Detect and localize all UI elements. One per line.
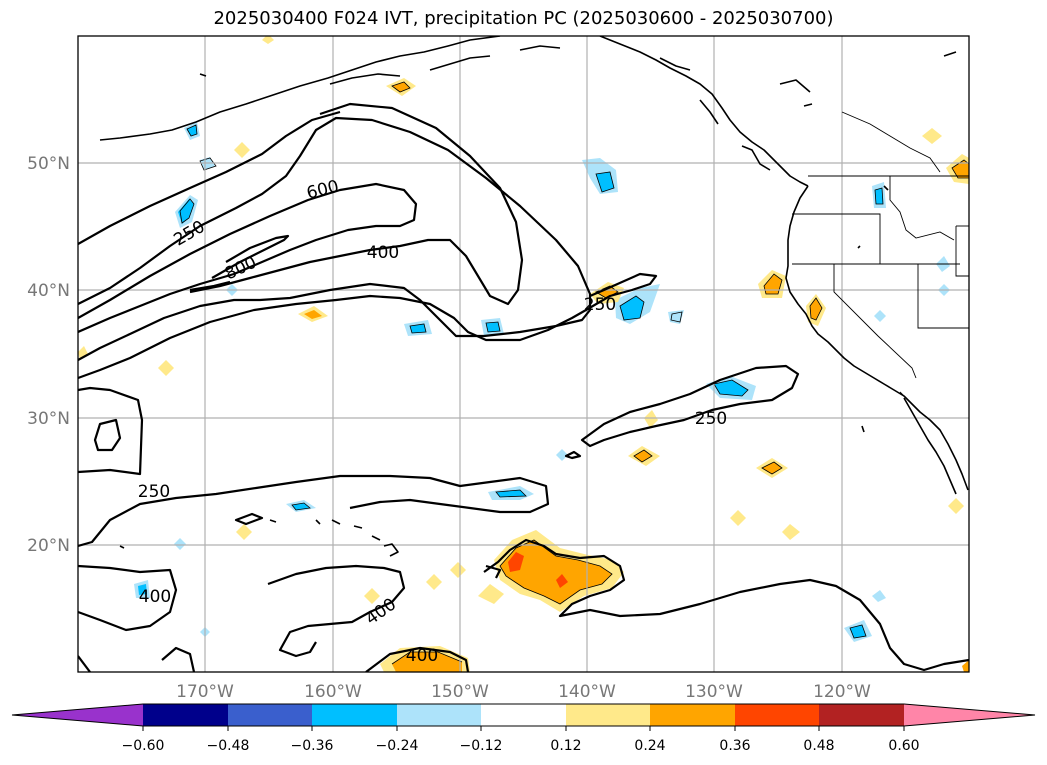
- state-borders: [792, 111, 969, 397]
- colorbar-tick-label: 0.60: [888, 738, 919, 754]
- latitude-labels: 50°N 40°N 30°N 20°N: [27, 154, 70, 556]
- colorbar-segment: [819, 704, 904, 726]
- coastlines: [99, 36, 969, 557]
- lat-label: 20°N: [27, 536, 70, 556]
- colorbar-tick-label: −0.60: [122, 738, 165, 754]
- precip-pos-area: [478, 584, 504, 604]
- contour-label: 400: [406, 646, 438, 666]
- ivt-contours: [78, 102, 969, 672]
- colorbar-extend-high: [904, 704, 1035, 726]
- lon-label: 130°W: [685, 682, 743, 702]
- precip-neg-area: [138, 584, 147, 595]
- precip-neg-area: [486, 322, 500, 332]
- precip-outlines: [179, 81, 969, 665]
- precip-pos-area: [556, 574, 568, 588]
- lat-label: 40°N: [27, 281, 70, 301]
- precip-neg-area: [872, 590, 886, 602]
- colorbar-tick-label: −0.36: [291, 738, 334, 754]
- precip-pos-area: [644, 410, 658, 428]
- colorbar-tick-label: −0.12: [460, 738, 503, 754]
- colorbar-tick-label: −0.24: [376, 738, 419, 754]
- contour-label: 400: [139, 587, 171, 607]
- colorbar-tick-label: 0.12: [550, 738, 581, 754]
- colorbar-segment: [143, 704, 228, 726]
- precip-neg-area: [410, 324, 426, 333]
- precip-neg-area: [174, 538, 186, 550]
- precip-neg-area: [850, 625, 866, 638]
- colorbar-tick-label: 0.36: [719, 738, 750, 754]
- colorbar-tick-label: 0.48: [803, 738, 834, 754]
- precip-pos-area: [364, 588, 380, 604]
- colorbar-segment: [481, 704, 566, 726]
- colorbar: −0.60 −0.48 −0.36 −0.24 −0.12 0.12 0.24 …: [11, 703, 1036, 754]
- lon-label: 150°W: [431, 682, 489, 702]
- precip-neg-area: [874, 310, 886, 322]
- precip-pos-area: [426, 574, 442, 590]
- precip-pos-area: [262, 36, 274, 44]
- contour-label: 250: [695, 409, 727, 429]
- colorbar-segment: [397, 704, 481, 726]
- precip-pos-area: [764, 274, 782, 294]
- precip-neg-area: [178, 199, 194, 224]
- precip-pos-area: [78, 346, 88, 360]
- precip-pos-area: [952, 160, 969, 178]
- longitude-labels: 170°W 160°W 150°W 140°W 130°W 120°W: [176, 682, 871, 702]
- precip-pos-area: [782, 524, 800, 540]
- precip-pos-area: [450, 562, 466, 578]
- precip-pos-area: [158, 360, 174, 376]
- contour-label: 250: [584, 295, 616, 315]
- precip-neg-area: [556, 449, 568, 461]
- colorbar-segment: [228, 704, 312, 726]
- precip-pos-area: [922, 128, 942, 144]
- precip-pos-area: [392, 652, 462, 672]
- colorbar-extend-low: [12, 704, 143, 726]
- precip-pos-area: [236, 524, 252, 540]
- colorbar-ticks: [142, 726, 905, 731]
- contour-label: 250: [138, 482, 170, 502]
- colorbar-segment: [735, 704, 819, 726]
- precip-pos-area: [508, 552, 524, 572]
- colorbar-tick-label: 0.24: [634, 738, 665, 754]
- plot-title: 2025030400 F024 IVT, precipitation PC (2…: [213, 8, 834, 29]
- lon-label: 160°W: [304, 682, 362, 702]
- precip-pos-area: [500, 540, 612, 604]
- lon-label: 170°W: [176, 682, 234, 702]
- contour-label: 400: [367, 243, 399, 263]
- colorbar-tick-label: −0.48: [207, 738, 250, 754]
- precip-pos-area: [962, 660, 969, 672]
- precip-pos-area: [304, 310, 322, 319]
- precip-pos-area: [948, 498, 964, 514]
- map-frame: [77, 35, 970, 673]
- precip-neg-area: [875, 188, 883, 204]
- lon-label: 140°W: [558, 682, 616, 702]
- lat-label: 30°N: [27, 409, 70, 429]
- precip-pos-area: [730, 510, 746, 526]
- precip-neg-area: [714, 380, 748, 396]
- lon-label: 120°W: [813, 682, 871, 702]
- precip-neg-area: [620, 296, 644, 320]
- map-area: 600 250 800 400 250 250 250 400 400 400: [78, 36, 969, 672]
- colorbar-segment: [312, 704, 397, 726]
- precip-pos-area: [234, 142, 250, 158]
- colorbar-segment: [566, 704, 650, 726]
- graticule: [78, 36, 969, 672]
- colorbar-segment: [650, 704, 735, 726]
- lat-label: 50°N: [27, 154, 70, 174]
